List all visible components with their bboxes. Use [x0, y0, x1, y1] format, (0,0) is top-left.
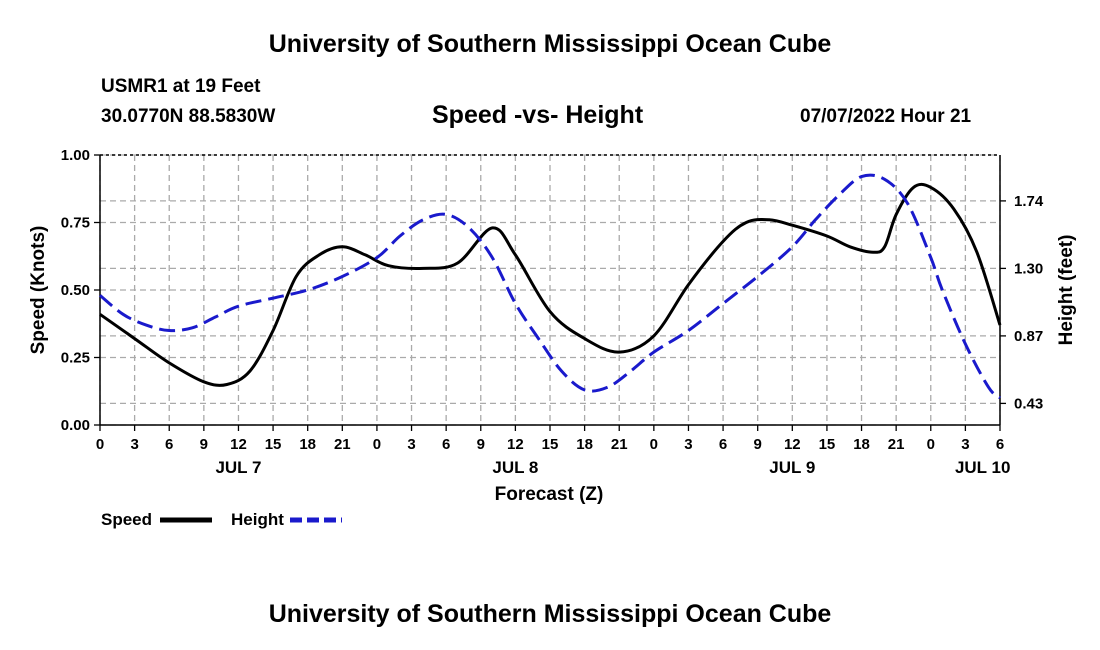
x-tick-label: 6 [442, 436, 450, 453]
x-date-label: JUL 9 [769, 458, 815, 477]
x-tick-label: 0 [373, 436, 381, 453]
x-tick-label: 3 [130, 436, 138, 453]
chart-title-bottom: University of Southern Mississippi Ocean… [268, 600, 832, 628]
x-tick-label: 3 [407, 436, 415, 453]
legend-speed-label: Speed [101, 510, 152, 529]
x-tick-label: 9 [477, 436, 485, 453]
timestamp-label: 07/07/2022 Hour 21 [800, 106, 972, 127]
x-tick-label: 0 [650, 436, 658, 453]
chart-subtitle: Speed -vs- Height [432, 101, 644, 129]
x-tick-label: 21 [888, 436, 905, 453]
x-date-label: JUL 10 [955, 458, 1010, 477]
x-date-label: JUL 7 [215, 458, 261, 477]
y-tick-label: 0.50 [61, 282, 90, 299]
y2-tick-label: 0.87 [1014, 328, 1043, 345]
y-tick-label: 1.00 [61, 147, 90, 164]
x-tick-label: 6 [996, 436, 1004, 453]
y2-axis-label: Height (feet) [1056, 235, 1077, 346]
y-tick-label: 0.75 [61, 215, 90, 232]
x-tick-label: 18 [576, 436, 593, 453]
x-tick-label: 9 [200, 436, 208, 453]
x-tick-label: 15 [819, 436, 836, 453]
x-tick-label: 18 [299, 436, 316, 453]
y-tick-label: 0.00 [61, 417, 90, 434]
x-tick-label: 9 [754, 436, 762, 453]
series-line-height [99, 173, 1002, 400]
x-date-label: JUL 8 [492, 458, 538, 477]
x-tick-label: 15 [265, 436, 282, 453]
x-tick-label: 12 [507, 436, 524, 453]
y2-tick-label: 1.30 [1014, 260, 1043, 277]
chart-title-top: University of Southern Mississippi Ocean… [268, 30, 832, 58]
x-tick-label: 15 [542, 436, 559, 453]
y2-tick-label: 0.43 [1014, 395, 1043, 412]
series-line-speed [99, 182, 1002, 387]
station-label: USMR1 at 19 Feet [101, 76, 261, 97]
x-tick-label: 0 [927, 436, 935, 453]
coordinates-label: 30.0770N 88.5830W [101, 106, 276, 127]
x-tick-label: 0 [96, 436, 104, 453]
x-tick-label: 12 [230, 436, 247, 453]
x-tick-label: 3 [961, 436, 969, 453]
x-tick-label: 3 [684, 436, 692, 453]
x-tick-label: 6 [719, 436, 727, 453]
x-axis-label: Forecast (Z) [495, 484, 604, 505]
x-tick-label: 18 [853, 436, 870, 453]
x-tick-label: 21 [611, 436, 628, 453]
legend: Speed Height [101, 510, 342, 529]
x-tick-label: 21 [334, 436, 351, 453]
y2-tick-label: 1.74 [1014, 193, 1044, 210]
legend-height-label: Height [231, 510, 284, 529]
y-tick-label: 0.25 [61, 350, 90, 367]
x-tick-label: 12 [784, 436, 801, 453]
y-axis-label: Speed (Knots) [28, 226, 49, 355]
x-tick-label: 6 [165, 436, 173, 453]
